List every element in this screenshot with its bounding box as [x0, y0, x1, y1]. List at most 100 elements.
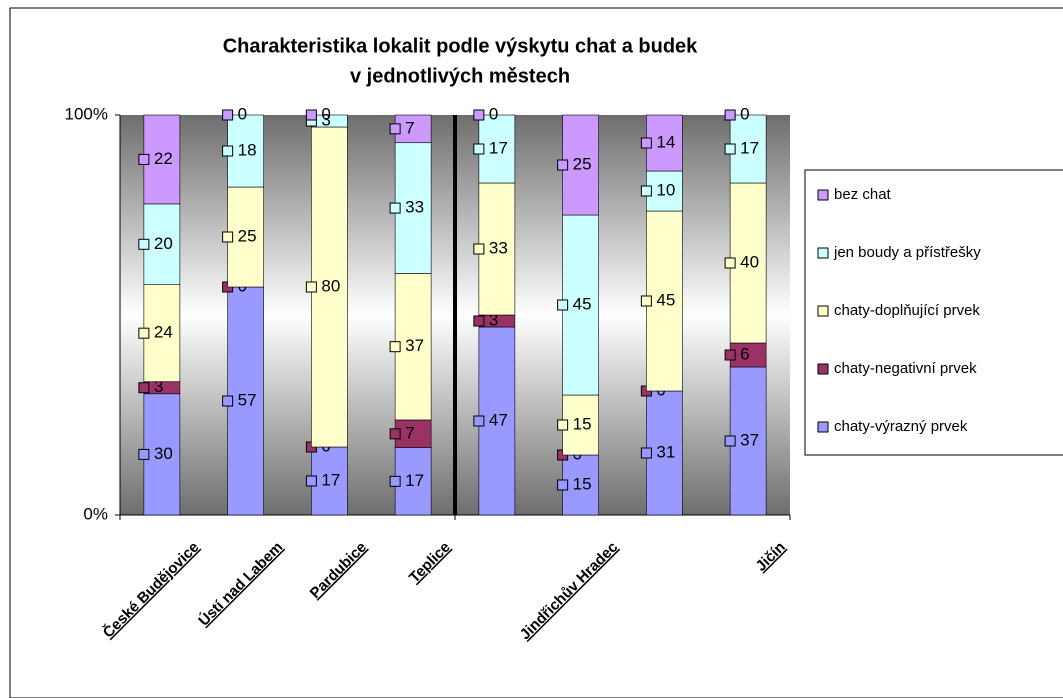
label-key	[640, 447, 652, 459]
label-key	[557, 159, 569, 171]
label-key	[557, 479, 569, 491]
bar-segment	[646, 210, 683, 392]
data-label: 37	[405, 336, 424, 355]
label-key	[222, 145, 234, 157]
bar-segment	[311, 126, 348, 448]
bar-segment	[478, 114, 516, 184]
bar-segment	[478, 182, 516, 316]
legend-label: jen boudy a přístřešky	[833, 244, 981, 261]
data-label: 22	[154, 149, 173, 168]
data-label: 3	[154, 377, 163, 396]
label-key	[389, 341, 401, 353]
data-label: 6	[740, 344, 749, 363]
bar-segment	[143, 114, 181, 205]
label-key	[305, 109, 317, 121]
data-label: 3	[489, 310, 498, 329]
data-label: 17	[405, 471, 424, 490]
label-key	[389, 202, 401, 214]
label-key	[473, 243, 485, 255]
data-label: 18	[238, 140, 257, 159]
legend-box	[804, 169, 1063, 456]
label-key	[473, 143, 485, 155]
data-label: 15	[573, 414, 592, 433]
label-key	[473, 109, 485, 121]
label-key	[724, 109, 736, 121]
data-label: 45	[656, 290, 675, 309]
label-key	[473, 415, 485, 427]
data-label: 10	[656, 180, 675, 199]
legend-key	[817, 247, 829, 259]
label-key	[724, 435, 736, 447]
label-key	[724, 349, 736, 361]
data-label: 0	[489, 104, 498, 123]
label-key	[305, 475, 317, 487]
data-label: 37	[740, 430, 759, 449]
legend-key	[817, 363, 829, 375]
bar-segment	[143, 203, 181, 285]
label-key	[640, 295, 652, 307]
legend-label: chaty-negativní prvek	[834, 360, 977, 377]
data-label: 17	[489, 138, 508, 157]
label-key	[222, 395, 234, 407]
data-label: 20	[154, 234, 173, 253]
bar-segment	[394, 114, 432, 144]
bar-segment	[646, 170, 683, 212]
label-key	[389, 428, 401, 440]
data-label: 7	[405, 118, 414, 137]
data-label: 25	[573, 154, 592, 173]
y-tick-label: 100%	[65, 104, 108, 123]
legend-label: chaty-výrazný prvek	[834, 418, 968, 435]
bar-segment	[394, 447, 432, 516]
data-label: 30	[154, 444, 173, 463]
legend-label: chaty-doplňující prvek	[834, 302, 980, 319]
data-label: 14	[656, 132, 675, 151]
label-key	[138, 382, 150, 394]
bar-segment	[227, 186, 264, 288]
bar-segment	[478, 326, 516, 516]
bar-segment	[562, 394, 599, 456]
data-label: 7	[405, 423, 414, 442]
bar-segment	[646, 114, 683, 172]
data-label: 57	[238, 390, 257, 409]
label-key	[724, 257, 736, 269]
data-label: 25	[238, 226, 257, 245]
legend-key	[817, 421, 829, 433]
label-key	[724, 143, 736, 155]
chart-subtitle: v jednotlivých městech	[350, 65, 570, 87]
data-label: 80	[321, 276, 340, 295]
bar-segment	[143, 284, 181, 382]
label-key	[138, 153, 150, 165]
data-label: 15	[573, 474, 592, 493]
data-label: 47	[489, 410, 508, 429]
legend-key	[817, 305, 829, 317]
data-label: 17	[740, 138, 759, 157]
data-label: 31	[656, 442, 675, 461]
label-key	[222, 109, 234, 121]
data-label: 17	[321, 470, 340, 489]
label-key	[222, 231, 234, 243]
label-key	[138, 327, 150, 339]
data-label: 40	[740, 252, 759, 271]
data-label: 0	[740, 104, 749, 123]
chart-title: Charakteristika lokalit podle výskytu ch…	[223, 35, 698, 57]
data-label: 0	[238, 104, 247, 123]
data-label: 33	[405, 198, 424, 217]
legend-key	[817, 189, 829, 201]
data-label: 24	[154, 323, 173, 342]
label-key	[305, 281, 317, 293]
data-label: 33	[489, 238, 508, 257]
label-key	[640, 185, 652, 197]
bar-segment	[394, 273, 432, 421]
label-key	[557, 299, 569, 311]
data-label: 0	[321, 104, 330, 123]
label-key	[138, 238, 150, 250]
label-key	[138, 448, 150, 460]
data-label: 3	[321, 110, 330, 129]
label-key	[557, 419, 569, 431]
bar-segment	[394, 142, 432, 274]
y-tick-label: 0%	[83, 504, 108, 523]
bar-segment	[227, 286, 264, 516]
data-label: 45	[573, 294, 592, 313]
legend-label: bez chat	[834, 186, 892, 203]
